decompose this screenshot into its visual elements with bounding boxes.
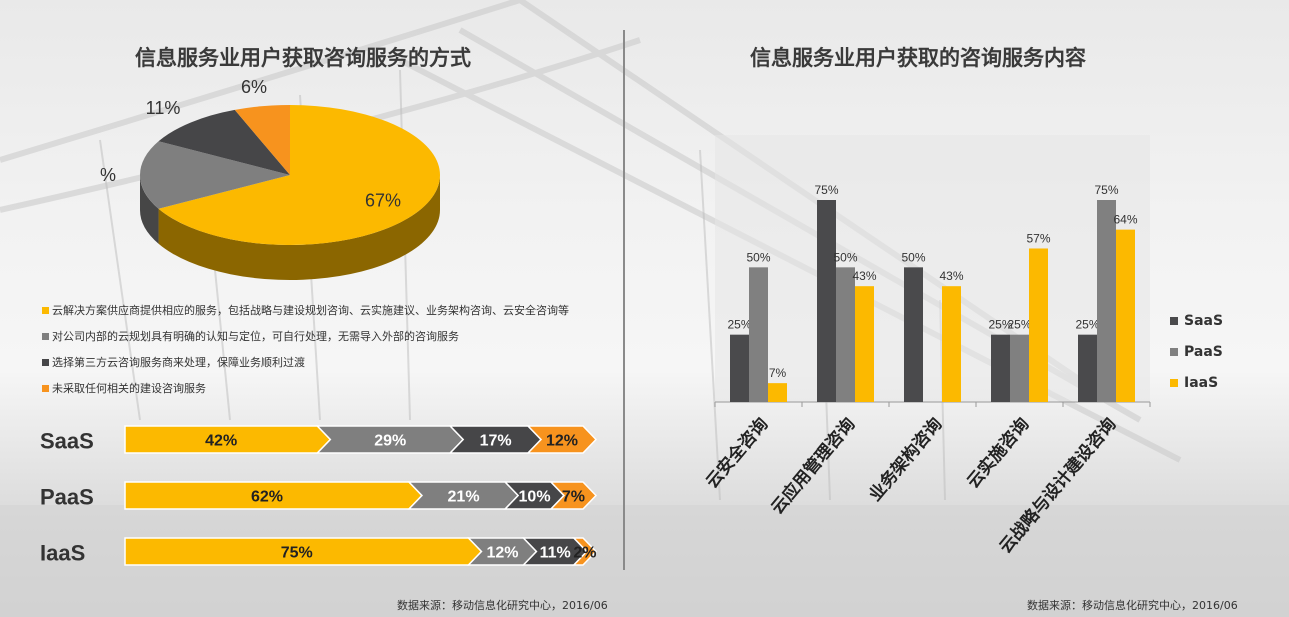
bar-saas <box>1078 334 1097 402</box>
bar-data-label: 25% <box>727 318 751 332</box>
bar-data-label: 50% <box>833 250 857 264</box>
bar-data-label: 57% <box>1026 231 1050 245</box>
bar-chart-legend: SaaS PaaS IaaS <box>1170 305 1223 398</box>
bar-saas <box>730 334 749 402</box>
bar-data-label: 75% <box>1094 183 1118 197</box>
stacked-bar-segment <box>549 481 598 510</box>
stacked-bar-segment <box>572 537 598 566</box>
bar-iaas <box>942 286 961 402</box>
bar-iaas <box>768 383 787 402</box>
bar-paas <box>836 267 855 402</box>
legend-swatch <box>42 385 49 392</box>
legend-item-iaas: IaaS <box>1170 367 1223 398</box>
segment-label: 42% <box>205 433 237 450</box>
right-chart-title: 信息服务业用户获取的咨询服务内容 <box>750 46 1086 70</box>
pie-legend-item: 未采取任何相关的建设咨询服务 <box>42 382 569 408</box>
pie-legend-item: 选择第三方云咨询服务商来处理，保障业务顺利过渡 <box>42 356 569 382</box>
category-label: PaaS <box>40 485 94 510</box>
bar-data-label: 50% <box>746 250 770 264</box>
pie-legend-label: 选择第三方云咨询服务商来处理，保障业务顺利过渡 <box>52 356 305 369</box>
bar-paas <box>1097 200 1116 402</box>
legend-swatch <box>42 307 49 314</box>
legend-swatch <box>42 359 49 366</box>
legend-item-saas: SaaS <box>1170 305 1223 336</box>
pie-legend-label: 对公司内部的云规划具有明确的认知与定位，可自行处理，无需导入外部的咨询服务 <box>52 330 459 343</box>
bar-paas <box>1010 334 1029 402</box>
pie-legend-label: 未采取任何相关的建设咨询服务 <box>52 382 206 395</box>
category-tick-label: 云安全咨询 <box>702 414 773 493</box>
pie-legend-item: 云解决方案供应商提供相应的服务，包括战略与建设规划咨询、云实施建议、业务架构咨询… <box>42 304 569 330</box>
segment-label: 7% <box>562 489 585 506</box>
bar-saas <box>904 267 923 402</box>
bar-iaas <box>1116 229 1135 402</box>
segment-label: 12% <box>546 433 578 450</box>
stacked-bar-segment <box>526 425 598 454</box>
grouped-bar-chart: 25% 50% 7% 云安全咨询 75% 50% 43% 云应用管理咨询 50% 43% 业务架构咨… <box>702 135 1151 557</box>
source-note-left: 数据来源：移动信息化研究中心，2016/06 <box>397 599 608 612</box>
legend-swatch <box>1170 316 1178 325</box>
category-label: IaaS <box>40 541 85 566</box>
segment-label: 11% <box>540 545 571 562</box>
pie-legend-label: 云解决方案供应商提供相应的服务，包括战略与建设规划咨询、云实施建议、业务架构咨询… <box>52 304 569 317</box>
legend-swatch <box>1170 347 1178 356</box>
pie-slice-side <box>158 175 440 280</box>
bar-data-label: 43% <box>939 269 963 283</box>
pie-slice-side <box>140 175 159 244</box>
bar-saas <box>817 200 836 402</box>
category-label: SaaS <box>40 429 94 454</box>
segment-label: 62% <box>251 489 283 506</box>
pie-data-label: 16% <box>100 165 116 185</box>
bar-data-label: 64% <box>1113 213 1137 227</box>
bar-data-label: 7% <box>769 366 787 380</box>
legend-swatch <box>42 333 49 340</box>
plot-area <box>715 135 1150 402</box>
legend-label: IaaS <box>1184 374 1219 391</box>
segment-label: 75% <box>281 545 313 562</box>
left-chart-title: 信息服务业用户获取咨询服务的方式 <box>135 46 471 70</box>
source-note-right: 数据来源：移动信息化研究中心，2016/06 <box>1027 599 1238 612</box>
bar-data-label: 50% <box>901 250 925 264</box>
legend-label: PaaS <box>1184 343 1223 360</box>
vertical-divider <box>623 30 625 570</box>
legend-item-paas: PaaS <box>1170 336 1223 367</box>
pie-data-label: 11% <box>146 98 181 118</box>
pie-slice <box>158 105 441 245</box>
category-tick-label: 云应用管理咨询 <box>767 414 860 519</box>
legend-swatch <box>1170 378 1178 387</box>
bar-iaas <box>1029 248 1048 402</box>
pie-data-label: 6% <box>241 80 267 97</box>
category-tick-label: 云实施咨询 <box>963 414 1034 493</box>
pie-legend: 云解决方案供应商提供相应的服务，包括战略与建设规划咨询、云实施建议、业务架构咨询… <box>42 304 569 408</box>
segment-label: 12% <box>486 545 518 562</box>
bar-data-label: 25% <box>1075 318 1099 332</box>
pie-legend-item: 对公司内部的云规划具有明确的认知与定位，可自行处理，无需导入外部的咨询服务 <box>42 330 569 356</box>
segment-label: 10% <box>519 489 551 506</box>
pie-slice <box>158 109 290 175</box>
pie-data-label: 67% <box>365 191 401 211</box>
bar-data-label: 25% <box>1007 318 1031 332</box>
bar-data-label: 43% <box>852 269 876 283</box>
bar-saas <box>991 334 1010 402</box>
segment-label: 2% <box>573 545 596 562</box>
segment-label: 17% <box>480 433 512 450</box>
legend-label: SaaS <box>1184 312 1224 329</box>
bar-iaas <box>855 286 874 402</box>
bar-data-label: 25% <box>988 318 1012 332</box>
pie-slice <box>140 141 290 209</box>
bar-paas <box>749 267 768 402</box>
pie-slice <box>234 105 290 175</box>
category-tick-label: 业务架构咨询 <box>865 414 947 506</box>
bar-data-label: 75% <box>814 183 838 197</box>
segment-label: 21% <box>448 489 480 506</box>
segment-label: 29% <box>374 433 406 450</box>
stacked-horizontal-bar-chart: SaaS 42% 29% 17% 12% PaaS 62% 21% 10% 7% IaaS 75% 12… <box>40 425 598 566</box>
pie-chart: 67% 16% 11% 6% <box>100 80 441 280</box>
